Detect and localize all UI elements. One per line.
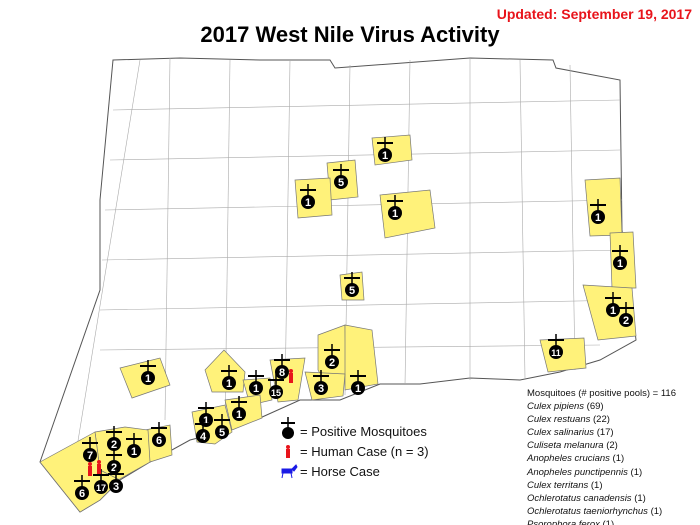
mosquito-marker: 5 (344, 272, 360, 297)
mosquito-marker: 5 (333, 164, 349, 189)
mosquito-marker: 8 (274, 354, 290, 379)
marker-count: 15 (271, 388, 281, 398)
marker-count: 4 (200, 431, 207, 443)
legend-species: Anopheles crucians (1) (527, 453, 625, 465)
positive-town (584, 177, 623, 237)
marker-count: 1 (253, 383, 259, 395)
marker-count: 1 (236, 409, 242, 421)
marker-count: 5 (219, 427, 225, 439)
mosquito-marker: 3 (313, 370, 329, 395)
mosquito-marker: 11 (548, 334, 564, 359)
marker-count: 2 (111, 439, 117, 451)
marker-count: 3 (318, 383, 324, 395)
marker-count: 8 (279, 367, 285, 379)
marker-count: 17 (96, 483, 106, 493)
human-case-icon (289, 369, 293, 383)
mosquito-marker: 5 (214, 414, 230, 439)
mosquito-marker: 1 (140, 360, 156, 385)
mosquito-marker: 1 (350, 370, 366, 395)
mosquito-marker: 2 (324, 344, 340, 369)
mosquito-marker: 1 (590, 199, 606, 224)
marker-count: 2 (329, 357, 335, 369)
marker-count: 6 (156, 435, 162, 447)
key-human-label: = Human Case (n = 3) (300, 444, 429, 459)
marker-count: 1 (355, 383, 361, 395)
key-horse-icon (281, 464, 298, 479)
mosquito-marker: 1 (387, 195, 403, 220)
marker-count: 6 (79, 488, 85, 500)
legend-species: Anopheles punctipennis (1) (527, 466, 643, 478)
marker-count: 1 (382, 150, 388, 162)
mosquito-marker: 1 (612, 245, 628, 270)
marker-count: 1 (305, 197, 311, 209)
key-human-icon (286, 445, 290, 458)
legend-heading: Mosquitoes (# positive pools) = 116 (527, 388, 677, 399)
legend-species: Ochlerotatus canadensis (1) (527, 492, 646, 504)
marker-count: 1 (203, 415, 209, 427)
marker-count: 7 (87, 450, 93, 462)
mosquito-marker: 1 (377, 137, 393, 162)
marker-count: 5 (349, 285, 355, 297)
human-case-icon (97, 460, 101, 474)
legend-species: Psorophora ferox (1) (527, 518, 615, 525)
legend-species: Culex salinarius (17) (527, 427, 614, 439)
marker-count: 1 (617, 258, 623, 270)
marker-count: 1 (595, 212, 601, 224)
species-legend: Mosquitoes (# positive pools) = 116 Cule… (527, 387, 676, 525)
key-horse-label: = Horse Case (300, 464, 380, 479)
map-title: 2017 West Nile Virus Activity (200, 22, 500, 47)
updated-date: Updated: September 19, 2017 (496, 6, 692, 22)
legend-species: Culex pipiens (69) (527, 401, 604, 413)
human-case-icon (88, 462, 92, 476)
marker-count: 1 (392, 208, 398, 220)
legend-species: Culex restuans (22) (527, 414, 610, 426)
marker-count: 2 (623, 315, 629, 327)
mosquito-marker: 1 (248, 370, 264, 395)
mosquito-marker: 3 (108, 468, 124, 493)
mosquito-marker: 1 (126, 433, 142, 458)
positive-town (371, 134, 413, 166)
marker-count: 3 (113, 481, 119, 493)
legend-species: Ochlerotatus taeniorhynchus (1) (527, 505, 663, 517)
mosquito-marker: 1 (605, 292, 621, 317)
positive-town (539, 337, 587, 373)
key-mosquito-label: = Positive Mosquitoes (300, 424, 427, 439)
marker-count: 5 (338, 177, 344, 189)
marker-count: 1 (226, 378, 232, 390)
mosquito-marker: 15 (268, 374, 284, 399)
mosquito-marker: 2 (618, 302, 634, 327)
legend-species: Culiseta melanura (2) (527, 440, 618, 452)
key-mosquito-icon (281, 417, 295, 439)
positive-town (344, 324, 379, 391)
mosquito-marker: 1 (231, 396, 247, 421)
mosquito-marker: 2 (106, 426, 122, 451)
mosquito-marker: 6 (74, 475, 90, 500)
mosquito-marker: 7 (82, 437, 98, 462)
marker-count: 2 (111, 462, 117, 474)
marker-count: 1 (131, 446, 137, 458)
marker-count: 11 (551, 348, 561, 358)
legend-species: Culex territans (1) (527, 479, 603, 491)
marker-count: 1 (145, 373, 151, 385)
mosquito-marker: 4 (195, 418, 211, 443)
mosquito-marker: 6 (151, 422, 167, 447)
mosquito-marker: 1 (221, 365, 237, 390)
mosquito-marker: 1 (300, 184, 316, 209)
marker-count: 1 (610, 305, 616, 317)
mosquito-marker: 2 (106, 449, 122, 474)
